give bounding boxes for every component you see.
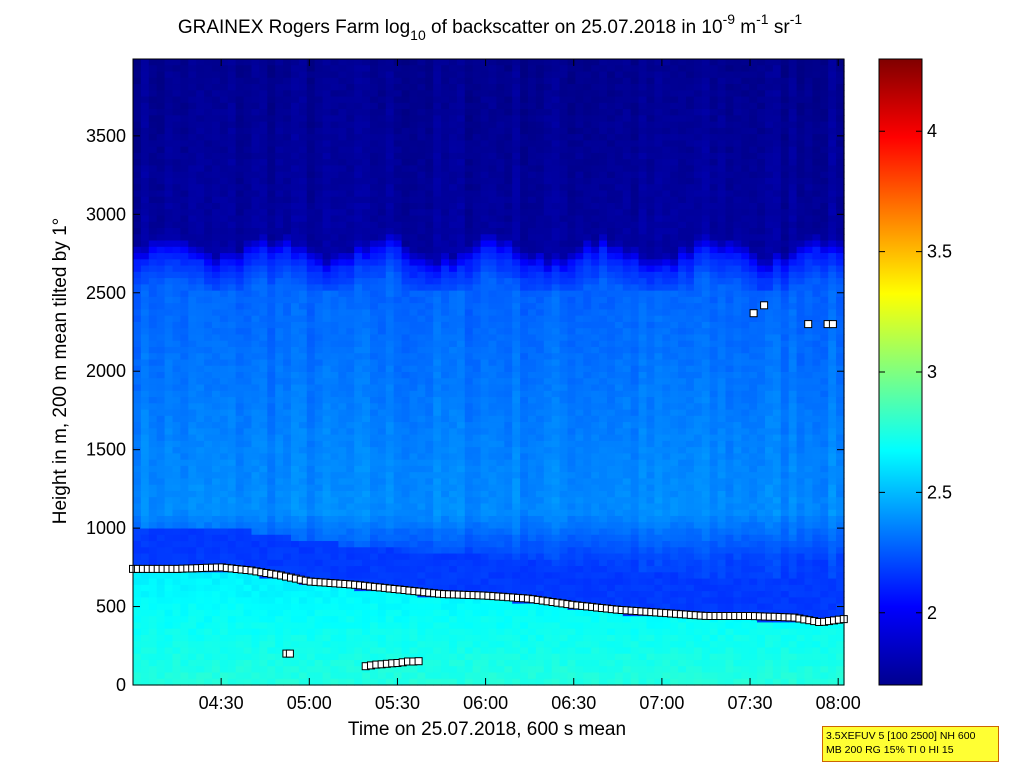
colorbar-tick-label: 4 — [927, 121, 937, 141]
colorbar-tick-label: 3 — [927, 362, 937, 382]
plot-frame — [132, 58, 845, 686]
x-tick-label: 06:30 — [551, 693, 596, 713]
x-tick-label: 04:30 — [199, 693, 244, 713]
backscatter-field — [133, 59, 845, 686]
boundary-layer-markers — [129, 563, 848, 626]
colorbar-tick-label: 2 — [927, 603, 937, 623]
colorbar-tick-label: 3.5 — [927, 242, 952, 262]
y-tick-label: 1000 — [86, 518, 126, 538]
y-axis: 0 500 1000 1500 2000 2500 3000 3500 — [86, 126, 844, 695]
info-line-2: MB 200 RG 15% TI 0 HI 15 — [826, 744, 954, 756]
x-tick-label: 06:00 — [463, 693, 508, 713]
y-tick-label: 3500 — [86, 126, 126, 146]
y-tick-label: 2500 — [86, 283, 126, 303]
colorbar: 2 2.5 3 3.5 4 — [878, 58, 952, 686]
y-tick-label: 500 — [96, 597, 126, 617]
y-tick-label: 0 — [116, 675, 126, 695]
colorbar-ticks: 2 2.5 3 3.5 4 — [879, 121, 952, 623]
colorbar-tick-label: 2.5 — [927, 482, 952, 502]
elevated-marker — [749, 309, 758, 318]
x-axis: 04:30 05:00 05:30 06:00 06:30 07:00 07:30 08:00 — [199, 59, 861, 713]
elevated-marker — [828, 320, 837, 329]
x-tick-label: 05:00 — [287, 693, 332, 713]
x-tick-label: 07:30 — [728, 693, 773, 713]
y-tick-label: 1500 — [86, 440, 126, 460]
low-cloud-markers — [282, 649, 423, 671]
colorbar-gradient — [878, 58, 923, 686]
processing-info-box: 3.5XEFUV 5 [100 2500] NH 600 MB 200 RG 1… — [822, 726, 999, 762]
info-line-1: 3.5XEFUV 5 [100 2500] NH 600 — [826, 730, 976, 742]
elevated-layer-markers — [749, 301, 837, 329]
y-tick-label: 3000 — [86, 204, 126, 224]
y-axis-label: Height in m, 200 m mean tilted by 1° — [50, 218, 71, 524]
x-tick-label: 07:00 — [639, 693, 684, 713]
elevated-marker — [760, 301, 769, 310]
heatmap-plot — [129, 58, 848, 686]
y-tick-label: 2000 — [86, 361, 126, 381]
x-tick-label: 05:30 — [375, 693, 420, 713]
low-cloud-marker — [285, 649, 294, 658]
x-axis-label: Time on 25.07.2018, 600 s mean — [348, 719, 626, 740]
x-tick-label: 08:00 — [816, 693, 861, 713]
chart-title: GRAINEX Rogers Farm log10 of backscatter… — [178, 11, 802, 43]
elevated-marker — [804, 320, 813, 329]
low-cloud-marker — [414, 657, 423, 666]
